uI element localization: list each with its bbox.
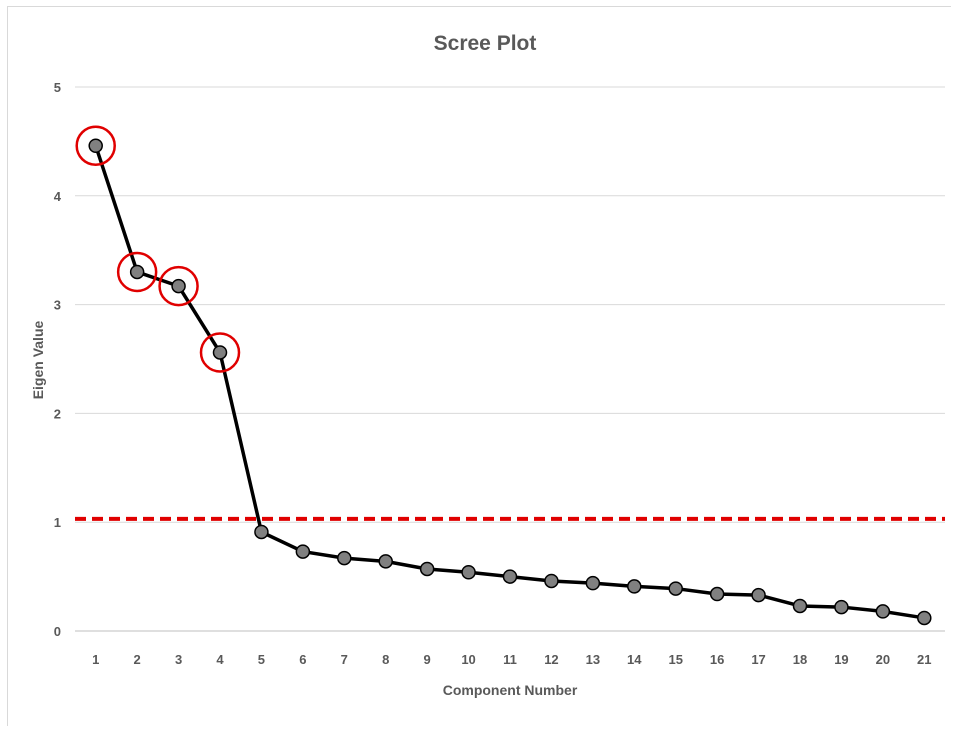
gridlines xyxy=(75,86,945,523)
data-point xyxy=(792,598,808,614)
y-axis-ticks: 0 1 2 3 4 5 xyxy=(54,80,62,639)
data-point xyxy=(917,610,932,626)
x-tick-label: 10 xyxy=(461,652,475,667)
data-point xyxy=(212,345,228,360)
highlight-circle xyxy=(199,332,241,373)
data-point xyxy=(585,575,601,591)
y-tick-label: 3 xyxy=(54,298,61,313)
x-tick-label: 7 xyxy=(341,652,348,667)
x-tick-label: 21 xyxy=(917,652,931,667)
x-tick-label: 14 xyxy=(627,652,642,667)
data-point xyxy=(337,550,352,566)
data-point xyxy=(627,579,642,594)
x-tick-label: 18 xyxy=(793,652,807,667)
x-tick-label: 13 xyxy=(586,652,600,667)
data-point xyxy=(709,586,725,602)
data-point xyxy=(834,599,849,615)
data-point xyxy=(419,561,435,577)
y-axis-title: Eigen Value xyxy=(30,320,46,399)
highlight-circles xyxy=(75,125,241,373)
x-tick-label: 1 xyxy=(92,652,99,667)
data-point xyxy=(88,138,103,154)
highlight-circle xyxy=(116,251,158,293)
x-tick-label: 4 xyxy=(216,652,224,667)
data-point xyxy=(254,524,269,540)
x-tick-label: 6 xyxy=(299,652,306,667)
data-point xyxy=(378,554,393,569)
x-axis-title: Component Number xyxy=(443,682,578,698)
y-tick-label: 5 xyxy=(54,80,61,95)
data-point xyxy=(502,569,518,584)
data-point xyxy=(875,604,891,619)
data-point xyxy=(171,278,186,294)
x-tick-label: 17 xyxy=(751,652,765,667)
x-tick-label: 2 xyxy=(134,652,141,667)
y-tick-label: 0 xyxy=(54,624,61,639)
chart-frame xyxy=(7,6,951,726)
data-point xyxy=(668,581,683,596)
x-tick-label: 9 xyxy=(424,652,431,667)
data-point xyxy=(129,264,145,280)
highlight-circle xyxy=(75,125,116,167)
eigenvalue-series-line xyxy=(94,145,925,620)
highlight-circle xyxy=(158,265,199,307)
x-tick-label: 20 xyxy=(876,652,890,667)
x-tick-label: 12 xyxy=(544,652,558,667)
chart-title: Scree Plot xyxy=(434,32,537,55)
y-tick-label: 4 xyxy=(54,189,62,204)
data-points xyxy=(88,138,932,626)
x-tick-label: 15 xyxy=(668,652,682,667)
x-tick-label: 16 xyxy=(710,652,724,667)
data-point xyxy=(295,544,311,559)
data-point xyxy=(751,587,766,603)
x-tick-label: 11 xyxy=(503,652,517,667)
data-point xyxy=(544,573,559,589)
x-axis-ticks: 1 2 3 4 5 6 7 8 9 10 11 12 13 14 15 16 17 18 19 20 21 xyxy=(92,652,931,667)
x-tick-label: 19 xyxy=(834,652,848,667)
y-tick-label: 2 xyxy=(54,406,61,421)
data-point xyxy=(461,564,476,580)
x-tick-label: 8 xyxy=(382,652,389,667)
x-tick-label: 5 xyxy=(258,652,265,667)
x-tick-label: 3 xyxy=(175,652,182,667)
y-tick-label: 1 xyxy=(54,515,61,530)
